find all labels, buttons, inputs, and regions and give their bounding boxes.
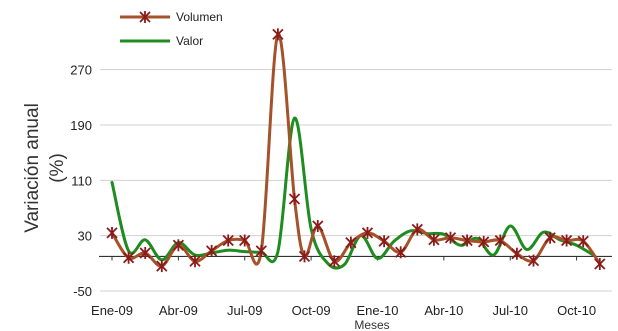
data-point-volumen [189, 255, 201, 268]
data-point-volumen [378, 235, 390, 248]
series-line-volumen [110, 32, 602, 268]
y-axis-title-line1: Variación anual [22, 103, 43, 233]
data-point-volumen [560, 234, 573, 247]
x-tick-label: Jul-10 [493, 303, 528, 318]
series-line-valor [110, 116, 595, 270]
data-point-volumen [298, 250, 311, 263]
data-point-volumen [312, 220, 324, 232]
data-point-volumen [494, 234, 506, 247]
data-point-volumen [106, 226, 118, 239]
data-point-volumen [222, 234, 234, 247]
legend: Volumen Valor [120, 10, 223, 48]
gridlines [100, 69, 612, 292]
data-point-volumen [428, 233, 440, 246]
data-point-volumen [527, 254, 540, 267]
data-point-volumen [544, 231, 556, 244]
data-point-volumen [255, 244, 267, 257]
y-tick-label: 270 [70, 63, 92, 78]
legend-label: Valor [176, 34, 203, 48]
x-tick-label: Abr-10 [424, 303, 463, 318]
data-point-volumen [288, 193, 301, 205]
x-tick-label: Oct-10 [557, 303, 596, 318]
legend-item-valor: Valor [120, 34, 203, 48]
y-axis-ticks: -50 30 110 190 270 [70, 63, 92, 299]
data-point-volumen [239, 234, 251, 247]
y-tick-label: 110 [71, 173, 92, 188]
x-tick-label: Oct-09 [292, 303, 331, 318]
data-point-volumen [511, 247, 523, 260]
data-point-volumen [139, 247, 151, 259]
data-point-volumen [577, 235, 589, 248]
data-point-volumen [122, 251, 135, 264]
data-point-volumen [156, 260, 168, 273]
data-point-volumen [328, 255, 340, 268]
data-point-volumen [172, 239, 185, 252]
x-tick-label: Ene-10 [357, 303, 399, 318]
legend-label: Volumen [176, 10, 223, 24]
data-point-volumen [411, 223, 423, 236]
data-point-volumen [461, 234, 473, 247]
x-tick-label: Jul-09 [227, 303, 262, 318]
x-axis-ticks: Ene-09 Abr-09 Jul-09 Oct-09 Ene-10 Abr-10 Jul-… [91, 256, 596, 318]
x-axis-title: Meses [354, 318, 389, 331]
y-tick-label: 190 [70, 118, 92, 133]
data-point-volumen [205, 244, 218, 257]
series-lines [110, 32, 602, 270]
data-point-volumen [272, 28, 284, 41]
data-point-volumen [361, 226, 374, 239]
data-point-volumen [395, 246, 407, 259]
data-point-volumen [478, 235, 490, 248]
series-markers [106, 28, 606, 273]
data-point-volumen [444, 231, 457, 244]
data-point-volumen [594, 258, 606, 270]
x-tick-label: Ene-09 [91, 303, 133, 318]
legend-item-volumen: Volumen [120, 10, 223, 24]
y-tick-label: -50 [73, 284, 92, 299]
data-point-volumen [345, 236, 357, 249]
x-tick-label: Abr-09 [159, 303, 198, 318]
legend-marker [139, 11, 151, 23]
y-axis-title-line2: (%) [47, 153, 68, 183]
y-tick-label: 30 [78, 229, 92, 244]
